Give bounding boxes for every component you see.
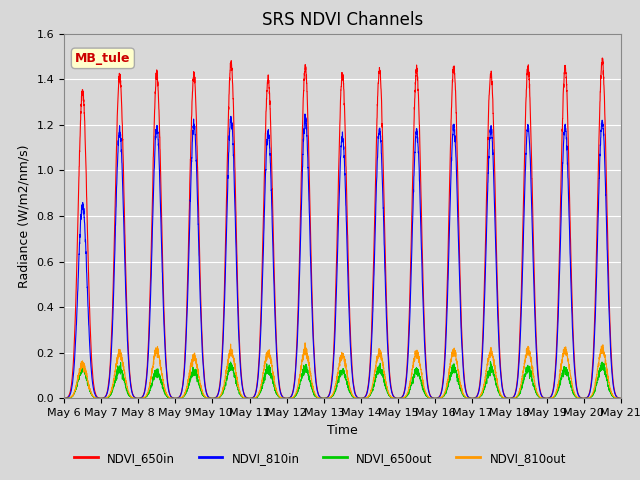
NDVI_650out bbox=[588, 394, 595, 400]
X-axis label: Time: Time bbox=[327, 424, 358, 437]
NDVI_650out bbox=[60, 396, 68, 401]
NDVI_810in bbox=[409, 221, 417, 227]
NDVI_650out bbox=[273, 392, 281, 397]
NDVI_810out bbox=[563, 348, 571, 354]
Line: NDVI_650in: NDVI_650in bbox=[64, 58, 621, 398]
NDVI_650in bbox=[588, 380, 595, 386]
NDVI_810out bbox=[60, 396, 68, 401]
NDVI_810in bbox=[60, 396, 68, 401]
NDVI_650out bbox=[617, 396, 625, 401]
NDVI_810out bbox=[273, 390, 281, 396]
NDVI_810out bbox=[566, 361, 573, 367]
Line: NDVI_650out: NDVI_650out bbox=[64, 361, 621, 398]
Text: MB_tule: MB_tule bbox=[75, 52, 131, 65]
Title: SRS NDVI Channels: SRS NDVI Channels bbox=[262, 11, 423, 29]
NDVI_810out bbox=[617, 396, 625, 401]
NDVI_650in bbox=[60, 396, 68, 401]
NDVI_650in bbox=[273, 356, 281, 361]
Line: NDVI_810out: NDVI_810out bbox=[64, 343, 621, 398]
NDVI_810out bbox=[588, 393, 595, 399]
NDVI_650in bbox=[127, 380, 134, 386]
NDVI_650in bbox=[565, 183, 573, 189]
NDVI_650in bbox=[563, 82, 570, 87]
NDVI_650out bbox=[409, 378, 417, 384]
NDVI_810in bbox=[588, 382, 595, 388]
NDVI_650out bbox=[134, 396, 142, 401]
NDVI_810in bbox=[617, 396, 625, 401]
Y-axis label: Radiance (W/m2/nm/s): Radiance (W/m2/nm/s) bbox=[18, 144, 31, 288]
NDVI_810out bbox=[409, 365, 417, 371]
NDVI_650in bbox=[598, 55, 606, 61]
NDVI_650out bbox=[563, 368, 571, 373]
Legend: NDVI_650in, NDVI_810in, NDVI_650out, NDVI_810out: NDVI_650in, NDVI_810in, NDVI_650out, NDV… bbox=[69, 447, 571, 469]
NDVI_650out bbox=[486, 359, 494, 364]
NDVI_810out bbox=[301, 340, 309, 346]
NDVI_810in bbox=[563, 147, 571, 153]
Line: NDVI_810in: NDVI_810in bbox=[64, 114, 621, 398]
NDVI_650out bbox=[566, 380, 573, 386]
NDVI_810in bbox=[301, 111, 309, 117]
NDVI_650in bbox=[408, 189, 416, 194]
NDVI_810in bbox=[566, 226, 573, 231]
NDVI_650in bbox=[617, 396, 625, 401]
NDVI_810in bbox=[127, 383, 134, 388]
NDVI_650out bbox=[127, 394, 134, 400]
NDVI_810in bbox=[273, 362, 281, 368]
NDVI_810out bbox=[127, 393, 134, 399]
